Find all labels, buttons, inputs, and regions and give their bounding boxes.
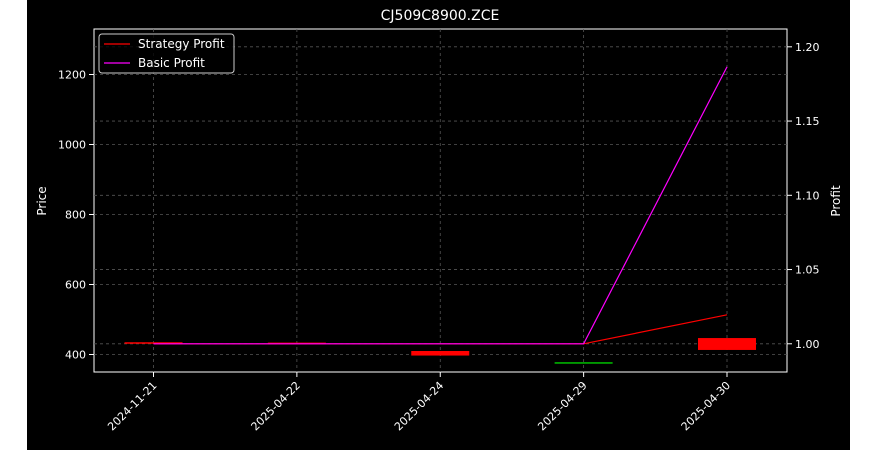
candle-body: [698, 338, 756, 350]
y-right-tick-label: 1.10: [795, 189, 820, 202]
series-lines: [153, 66, 728, 345]
y-left-tick-label: 600: [65, 279, 86, 292]
grid: [94, 29, 787, 372]
legend-box: [98, 33, 235, 74]
y-left-tick-label: 800: [65, 209, 86, 222]
y-right-tick-label: 1.15: [795, 115, 820, 128]
y-left-tick-label: 1000: [58, 139, 86, 152]
y-right-tick-label: 1.05: [795, 264, 820, 277]
y-axis-left-label: Price: [35, 186, 49, 215]
y-axis-left: 400 600 800 1000 1200: [58, 69, 94, 362]
y-left-tick-label: 1200: [58, 69, 86, 82]
legend-label: Strategy Profit: [138, 37, 225, 51]
figure-background: [27, 0, 850, 450]
y-axis-right: 1.00 1.05 1.10 1.15 1.20: [787, 41, 820, 351]
legend: Strategy Profit Basic Profit: [98, 33, 235, 74]
plot-area: [93, 28, 788, 373]
candle-body: [554, 362, 613, 364]
y-right-tick-label: 1.00: [795, 338, 820, 351]
y-right-tick-label: 1.20: [795, 41, 820, 54]
candle-body: [411, 351, 470, 356]
y-left-tick-label: 400: [65, 349, 86, 362]
series-line-basic-profit: [153, 66, 728, 345]
chart-title: CJ509C8900.ZCE: [381, 8, 500, 24]
legend-label: Basic Profit: [138, 56, 205, 70]
candle-body: [124, 342, 183, 344]
y-axis-right-label: Profit: [829, 185, 843, 217]
